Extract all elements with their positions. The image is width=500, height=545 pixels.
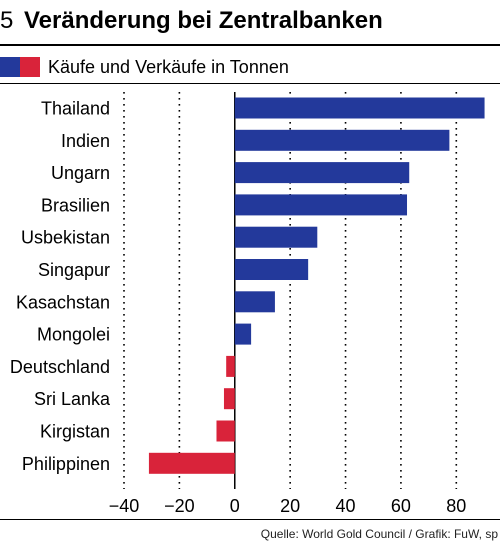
x-tick-label: 0 — [230, 496, 240, 516]
bar — [234, 226, 318, 248]
category-label: Indien — [61, 131, 110, 151]
category-label: Singapur — [38, 260, 110, 280]
category-label: Brasilien — [41, 195, 110, 215]
chart-header: 5 Veränderung bei Zentralbanken — [0, 0, 500, 46]
legend-swatch-positive — [0, 57, 20, 77]
chart-title: Veränderung bei Zentralbanken — [24, 7, 383, 34]
source-note: Quelle: World Gold Council / Grafik: FuW… — [260, 527, 498, 541]
bar — [234, 194, 408, 216]
bar-chart: Thailand Indien Ungarn Brasilien Usbekistan S… — [10, 92, 485, 516]
legend-swatch-negative — [20, 57, 40, 77]
category-label: Sri Lanka — [34, 389, 111, 409]
figure-number: 5 — [0, 7, 14, 34]
bar — [234, 259, 309, 280]
bar — [216, 420, 235, 442]
bar — [234, 162, 410, 184]
bar — [148, 452, 235, 474]
x-tick-label: −40 — [109, 496, 140, 516]
x-tick-label: −20 — [164, 496, 195, 516]
category-label: Kirgistan — [40, 422, 110, 442]
x-tick-label: 60 — [391, 496, 411, 516]
bar — [226, 355, 235, 377]
x-tick-label: 20 — [280, 496, 300, 516]
category-label: Ungarn — [51, 163, 110, 183]
bar — [234, 97, 485, 119]
legend-label: Käufe und Verkäufe in Tonnen — [48, 57, 289, 77]
category-label: Thailand — [41, 99, 110, 119]
x-tick-label: 80 — [446, 496, 466, 516]
gridlines — [123, 92, 458, 489]
category-label: Usbekistan — [21, 228, 110, 248]
x-tick-label: 40 — [336, 496, 356, 516]
category-labels: Thailand Indien Ungarn Brasilien Usbekistan S… — [10, 99, 111, 474]
bar — [234, 129, 450, 151]
bars — [148, 97, 485, 474]
category-label: Philippinen — [22, 454, 110, 474]
bar — [234, 291, 275, 313]
category-label: Mongolei — [37, 325, 110, 345]
source-rule — [0, 519, 500, 520]
category-label: Deutschland — [10, 357, 110, 377]
category-label: Kasachstan — [16, 292, 110, 312]
header-rule — [0, 44, 500, 46]
legend-rule — [0, 83, 500, 84]
bar — [234, 323, 252, 345]
bar — [223, 388, 235, 410]
x-tick-labels: −40 −20 0 20 40 60 80 — [109, 496, 467, 516]
